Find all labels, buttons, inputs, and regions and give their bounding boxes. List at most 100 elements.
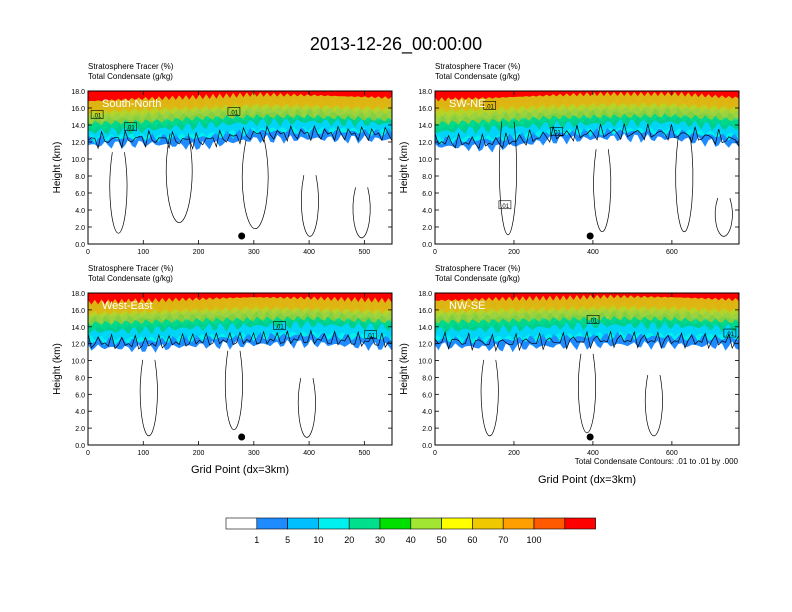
cloud-contour <box>499 121 517 236</box>
tracer-band-c100 <box>88 91 392 102</box>
contour-label: .01 <box>275 324 284 330</box>
section-label: West-East <box>102 300 153 312</box>
y-tick-label: 6.0 <box>75 392 85 399</box>
colorbar-swatch <box>472 517 504 530</box>
cloud-contour <box>165 133 193 223</box>
y-tick-label: 18.0 <box>418 89 432 96</box>
cloud-contour <box>241 139 269 230</box>
y-tick-label: 8.0 <box>422 174 432 181</box>
contour-label: .01 <box>726 332 735 338</box>
contour-label: .01 <box>486 104 495 110</box>
panel-sw-ne: .01.01.01SW-NE0.02.04.06.08.010.012.014.… <box>399 62 740 256</box>
colorbar-swatch <box>410 517 442 530</box>
x-tick-label: 300 <box>248 450 260 457</box>
y-tick-label: 6.0 <box>422 191 432 198</box>
field-label-tracer: Stratosphere Tracer (%) <box>435 264 521 273</box>
field-label-condensate: Total Condensate (g/kg) <box>435 274 520 283</box>
y-tick-label: 10.0 <box>418 157 432 164</box>
condensate-contour <box>434 123 740 150</box>
contour-label-box <box>550 127 563 136</box>
y-tick-label: 16.0 <box>71 308 85 315</box>
contour-label: .01 <box>367 334 376 340</box>
colorbar-label: 5 <box>285 535 290 545</box>
colorbar-label: 30 <box>375 535 385 545</box>
surface-point <box>238 433 246 441</box>
x-tick-label: 0 <box>86 249 90 256</box>
colorbar-label: 100 <box>526 535 541 545</box>
contour-label-box <box>90 110 104 119</box>
colorbar-swatch <box>441 517 473 530</box>
y-tick-label: 2.0 <box>75 426 85 433</box>
cloud-contour <box>139 359 158 437</box>
colorbar-swatch <box>256 517 288 530</box>
colorbar-swatch <box>225 517 258 530</box>
y-tick-label: 4.0 <box>422 208 432 215</box>
panel-south-north: .01.01.01South-North0.02.04.06.08.010.01… <box>52 62 393 256</box>
field-label-condensate: Total Condensate (g/kg) <box>88 274 173 283</box>
colorbar-label: 1 <box>254 535 259 545</box>
colorbar-label: 10 <box>313 535 323 545</box>
contour-label-box <box>364 330 378 339</box>
colorbar-label: 40 <box>406 535 416 545</box>
y-tick-label: 18.0 <box>418 291 432 298</box>
contour-label-box <box>723 328 737 338</box>
y-tick-label: 16.0 <box>418 308 432 315</box>
x-tick-label: 600 <box>666 249 678 256</box>
y-axis-label: Height (km) <box>399 142 410 194</box>
x-tick-label: 0 <box>433 450 437 457</box>
tracer-band-c100 <box>435 293 739 302</box>
y-tick-label: 8.0 <box>422 375 432 382</box>
y-tick-label: 2.0 <box>75 225 85 232</box>
colorbar-label: 20 <box>344 535 354 545</box>
y-axis-label: Height (km) <box>52 142 63 194</box>
plot-frame <box>87 292 393 446</box>
colorbar-label: 60 <box>467 535 477 545</box>
x-tick-label: 400 <box>587 249 599 256</box>
cloud-contour <box>301 175 319 237</box>
plot-frame <box>87 90 393 245</box>
x-tick-label: 200 <box>193 450 205 457</box>
y-tick-label: 4.0 <box>422 409 432 416</box>
x-tick-label: 300 <box>248 249 260 256</box>
y-tick-label: 2.0 <box>422 225 432 232</box>
y-tick-label: 16.0 <box>71 106 85 113</box>
contour-label: .01 <box>589 318 598 324</box>
y-tick-label: 8.0 <box>75 375 85 382</box>
contour-label: .01 <box>126 126 135 132</box>
x-tick-label: 500 <box>359 249 371 256</box>
surface-point <box>238 232 246 240</box>
colorbar-swatch <box>348 517 381 530</box>
tracer-band-c100 <box>88 293 392 305</box>
y-tick-label: 8.0 <box>75 174 85 181</box>
y-tick-label: 10.0 <box>418 359 432 366</box>
cloud-contour <box>297 378 316 438</box>
condensate-contour <box>87 329 393 350</box>
colorbar-swatch <box>287 517 319 530</box>
contour-label: .01 <box>230 110 239 116</box>
y-tick-label: 0.0 <box>75 443 85 450</box>
field-label-condensate: Total Condensate (g/kg) <box>435 72 520 81</box>
colorbar-label: 70 <box>498 535 508 545</box>
y-tick-label: 18.0 <box>71 89 85 96</box>
contour-label-box <box>227 107 241 116</box>
y-tick-label: 4.0 <box>75 409 85 416</box>
x-tick-label: 200 <box>193 249 205 256</box>
x-tick-label: 400 <box>303 450 315 457</box>
y-tick-label: 6.0 <box>422 392 432 399</box>
contour-label: .01 <box>93 113 102 119</box>
cloud-contour <box>714 197 733 237</box>
field-label-tracer: Stratosphere Tracer (%) <box>88 62 174 71</box>
colorbar-swatch <box>533 517 566 530</box>
plot-frame <box>434 292 740 446</box>
x-tick-label: 0 <box>86 450 90 457</box>
y-axis-label: Height (km) <box>399 343 410 395</box>
x-tick-label: 200 <box>508 249 520 256</box>
contour-label-box <box>586 315 600 324</box>
panel-west-east: .01 .01 West-East 0.0 2.0 4.0 6.0 8.0 10.0 12.0 14… <box>52 264 393 457</box>
y-tick-label: 10.0 <box>71 359 85 366</box>
y-tick-label: 16.0 <box>418 106 432 113</box>
y-tick-label: 12.0 <box>418 140 432 147</box>
y-tick-label: 0.0 <box>75 242 85 249</box>
tracer-band-c100 <box>435 91 739 102</box>
